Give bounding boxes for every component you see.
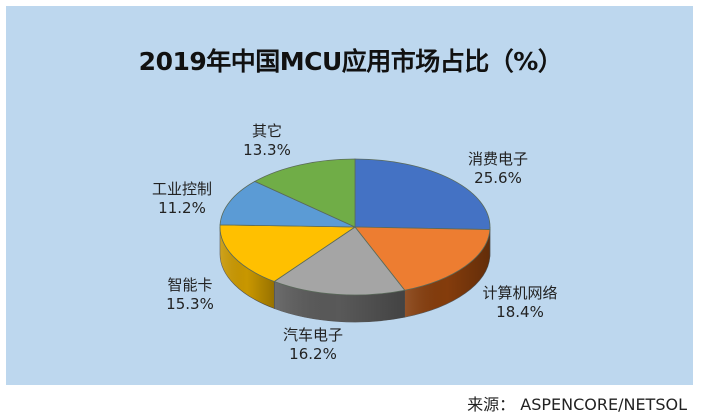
pie-slice-1 bbox=[354, 226, 491, 291]
data-label-name: 汽车电子 bbox=[282, 326, 344, 344]
chart-title: 2019年中国MCU应用市场占比（%） bbox=[138, 47, 563, 76]
data-label-value: 25.6% bbox=[474, 169, 522, 187]
pie-slice-0 bbox=[354, 158, 491, 230]
pie-slice-5 bbox=[253, 158, 356, 228]
data-label-2: 汽车电子 16.2% bbox=[283, 326, 343, 364]
data-label-name: 其它 bbox=[251, 122, 282, 140]
data-label-name: 工业控制 bbox=[151, 180, 213, 198]
pie-slice-4 bbox=[219, 180, 356, 228]
source-note: 来源： ASPENCORE/NETSOL bbox=[467, 395, 687, 414]
pie-top-faces bbox=[219, 158, 491, 296]
data-label-name: 智能卡 bbox=[167, 276, 213, 294]
data-label-4: 工业控制 11.2% bbox=[152, 180, 212, 218]
data-label-value: 11.2% bbox=[158, 199, 206, 217]
data-label-5: 其它 13.3% bbox=[243, 122, 291, 160]
pie-slice-3 bbox=[219, 224, 357, 282]
data-label-value: 18.4% bbox=[496, 303, 544, 321]
data-label-3: 智能卡 15.3% bbox=[166, 276, 214, 314]
pie-sides bbox=[219, 226, 491, 323]
data-label-value: 16.2% bbox=[289, 345, 337, 363]
data-label-name: 消费电子 bbox=[467, 150, 529, 168]
pie-slice-2 bbox=[273, 226, 406, 296]
data-label-name: 计算机网络 bbox=[482, 284, 558, 302]
data-label-value: 15.3% bbox=[166, 295, 214, 313]
data-label-1: 计算机网络 18.4% bbox=[482, 284, 557, 322]
data-label-0: 消费电子 25.6% bbox=[468, 150, 528, 188]
data-label-value: 13.3% bbox=[243, 141, 291, 159]
